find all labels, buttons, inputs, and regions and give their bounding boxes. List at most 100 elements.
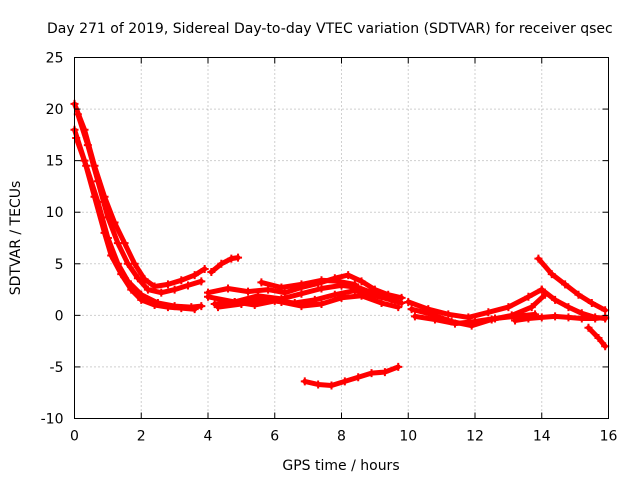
data-point [137, 290, 146, 299]
data-point [394, 303, 403, 312]
data-point [83, 141, 92, 150]
data-point [73, 110, 82, 119]
data-point [340, 377, 349, 386]
y-tick-label: 20 [46, 102, 64, 118]
data-point [314, 380, 323, 389]
data-point [564, 303, 573, 312]
data-point [277, 283, 286, 292]
x-tick-label: 2 [137, 429, 146, 445]
data-point [537, 285, 546, 294]
data-point [334, 277, 343, 286]
data-point [491, 314, 500, 323]
data-point [123, 277, 132, 286]
data-point [224, 284, 233, 293]
data-point [584, 323, 593, 332]
data-point [234, 253, 243, 262]
data-point [244, 287, 253, 296]
data-point [187, 303, 196, 312]
data-point [551, 295, 560, 304]
data-point [357, 277, 366, 286]
data-point [504, 303, 513, 312]
data-point [317, 276, 326, 285]
series-layer [70, 99, 610, 390]
x-tick-label: 10 [399, 429, 417, 445]
data-point [484, 308, 493, 317]
data-point [214, 303, 223, 312]
series-track-18 [586, 325, 608, 349]
data-point [190, 271, 199, 280]
series-track-16 [535, 256, 608, 313]
data-point [153, 298, 162, 307]
data-point [591, 313, 600, 322]
data-point [204, 292, 212, 301]
data-point [82, 161, 91, 170]
y-tick-label: 0 [55, 308, 64, 324]
data-point [113, 239, 122, 248]
data-point [103, 213, 112, 222]
y-axis-title: SDTVAR / TECUs [8, 181, 24, 296]
data-point [143, 285, 152, 294]
x-tick-label: 4 [204, 429, 213, 445]
data-point [133, 274, 142, 283]
data-point [344, 271, 353, 280]
data-point [337, 293, 346, 302]
data-point [72, 133, 81, 142]
data-point [564, 313, 573, 322]
data-point [264, 285, 273, 294]
x-tick-label: 14 [533, 429, 551, 445]
data-point [511, 316, 520, 325]
data-point [197, 277, 206, 286]
data-point [130, 259, 139, 268]
x-tick-label: 6 [270, 429, 279, 445]
data-point [317, 300, 326, 309]
data-point [317, 284, 326, 293]
x-tick-label: 8 [337, 429, 346, 445]
data-point [327, 381, 336, 390]
x-tick-label: 16 [600, 429, 618, 445]
x-tick-label: 12 [466, 429, 484, 445]
chart-title: Day 271 of 2019, Sidereal Day-to-day VTE… [47, 21, 613, 37]
data-point [404, 297, 413, 306]
data-point [394, 362, 403, 371]
data-point [524, 314, 533, 323]
grid-layer [74, 57, 609, 419]
data-point [277, 297, 286, 306]
data-point [407, 305, 416, 314]
data-point [450, 319, 459, 328]
data-point [397, 298, 406, 307]
data-point [357, 291, 366, 300]
data-point [280, 288, 289, 297]
data-point [113, 259, 122, 268]
data-point [471, 317, 479, 326]
data-point [390, 296, 399, 305]
data-point [297, 302, 306, 311]
data-point [177, 276, 186, 285]
series-track-9 [215, 293, 401, 310]
data-point [410, 312, 419, 321]
data-point [547, 270, 556, 279]
y-tick-label: 5 [55, 257, 64, 273]
x-tick-label: 0 [70, 429, 79, 445]
data-point [377, 298, 386, 307]
data-point [170, 285, 179, 294]
data-point [157, 288, 166, 297]
y-tick-label: -10 [41, 412, 64, 428]
data-point [297, 289, 306, 298]
data-point [163, 280, 172, 289]
data-point [380, 368, 389, 377]
y-tick-label: 10 [46, 205, 64, 221]
data-point [207, 268, 216, 277]
data-point [561, 280, 570, 289]
data-point [197, 302, 206, 311]
data-point [444, 310, 453, 319]
data-point [227, 254, 236, 263]
y-tick-label: -5 [50, 360, 64, 376]
data-point [527, 303, 536, 312]
data-point [594, 334, 603, 343]
data-point [120, 239, 129, 248]
data-point [354, 373, 363, 382]
data-point [103, 234, 112, 242]
data-point [601, 342, 610, 351]
data-point [430, 315, 439, 324]
